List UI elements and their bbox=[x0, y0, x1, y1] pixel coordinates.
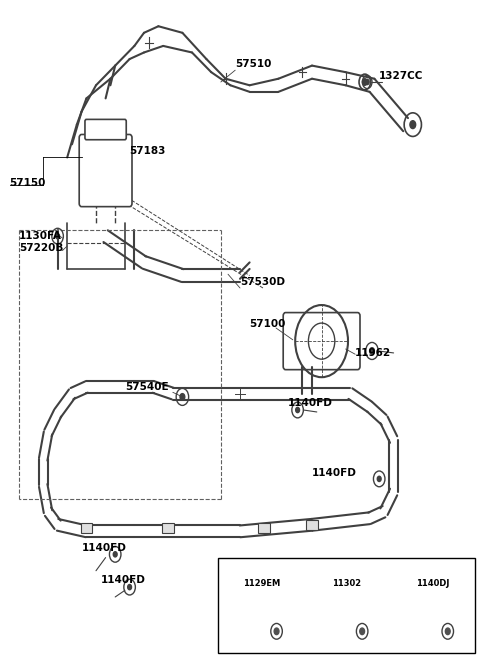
Text: 57540E: 57540E bbox=[125, 382, 168, 392]
Text: 57183: 57183 bbox=[130, 146, 166, 156]
Bar bbox=[306, 520, 318, 530]
Text: 1140FD: 1140FD bbox=[288, 398, 333, 408]
Bar bbox=[81, 523, 92, 533]
Bar bbox=[218, 558, 475, 653]
Text: 11302: 11302 bbox=[332, 579, 361, 588]
Text: 57220B: 57220B bbox=[19, 243, 63, 253]
Text: 1140FD: 1140FD bbox=[82, 543, 126, 553]
Bar bbox=[162, 523, 174, 533]
Circle shape bbox=[56, 234, 60, 239]
Circle shape bbox=[410, 121, 416, 129]
Text: 57150: 57150 bbox=[10, 178, 46, 188]
Circle shape bbox=[370, 348, 374, 354]
Text: 1140FD: 1140FD bbox=[312, 468, 357, 478]
Text: 57510: 57510 bbox=[235, 59, 272, 69]
Text: 11962: 11962 bbox=[355, 348, 391, 358]
FancyBboxPatch shape bbox=[79, 134, 132, 207]
Circle shape bbox=[445, 628, 450, 634]
Text: 1130FA: 1130FA bbox=[19, 231, 62, 241]
Text: 57100: 57100 bbox=[250, 319, 286, 329]
Text: 1129EM: 1129EM bbox=[242, 579, 280, 588]
FancyBboxPatch shape bbox=[283, 313, 360, 370]
Circle shape bbox=[362, 79, 367, 85]
Text: 1140FD: 1140FD bbox=[101, 575, 145, 585]
Circle shape bbox=[360, 628, 365, 634]
FancyBboxPatch shape bbox=[85, 119, 126, 140]
Circle shape bbox=[113, 552, 117, 557]
Text: 57530D: 57530D bbox=[240, 277, 285, 287]
Text: 1327CC: 1327CC bbox=[379, 72, 423, 81]
Circle shape bbox=[180, 394, 185, 400]
Circle shape bbox=[296, 407, 300, 413]
Circle shape bbox=[365, 79, 369, 85]
Bar bbox=[258, 523, 270, 533]
Text: 1140DJ: 1140DJ bbox=[416, 579, 449, 588]
Circle shape bbox=[377, 476, 381, 482]
Circle shape bbox=[128, 584, 132, 590]
Circle shape bbox=[274, 628, 279, 634]
